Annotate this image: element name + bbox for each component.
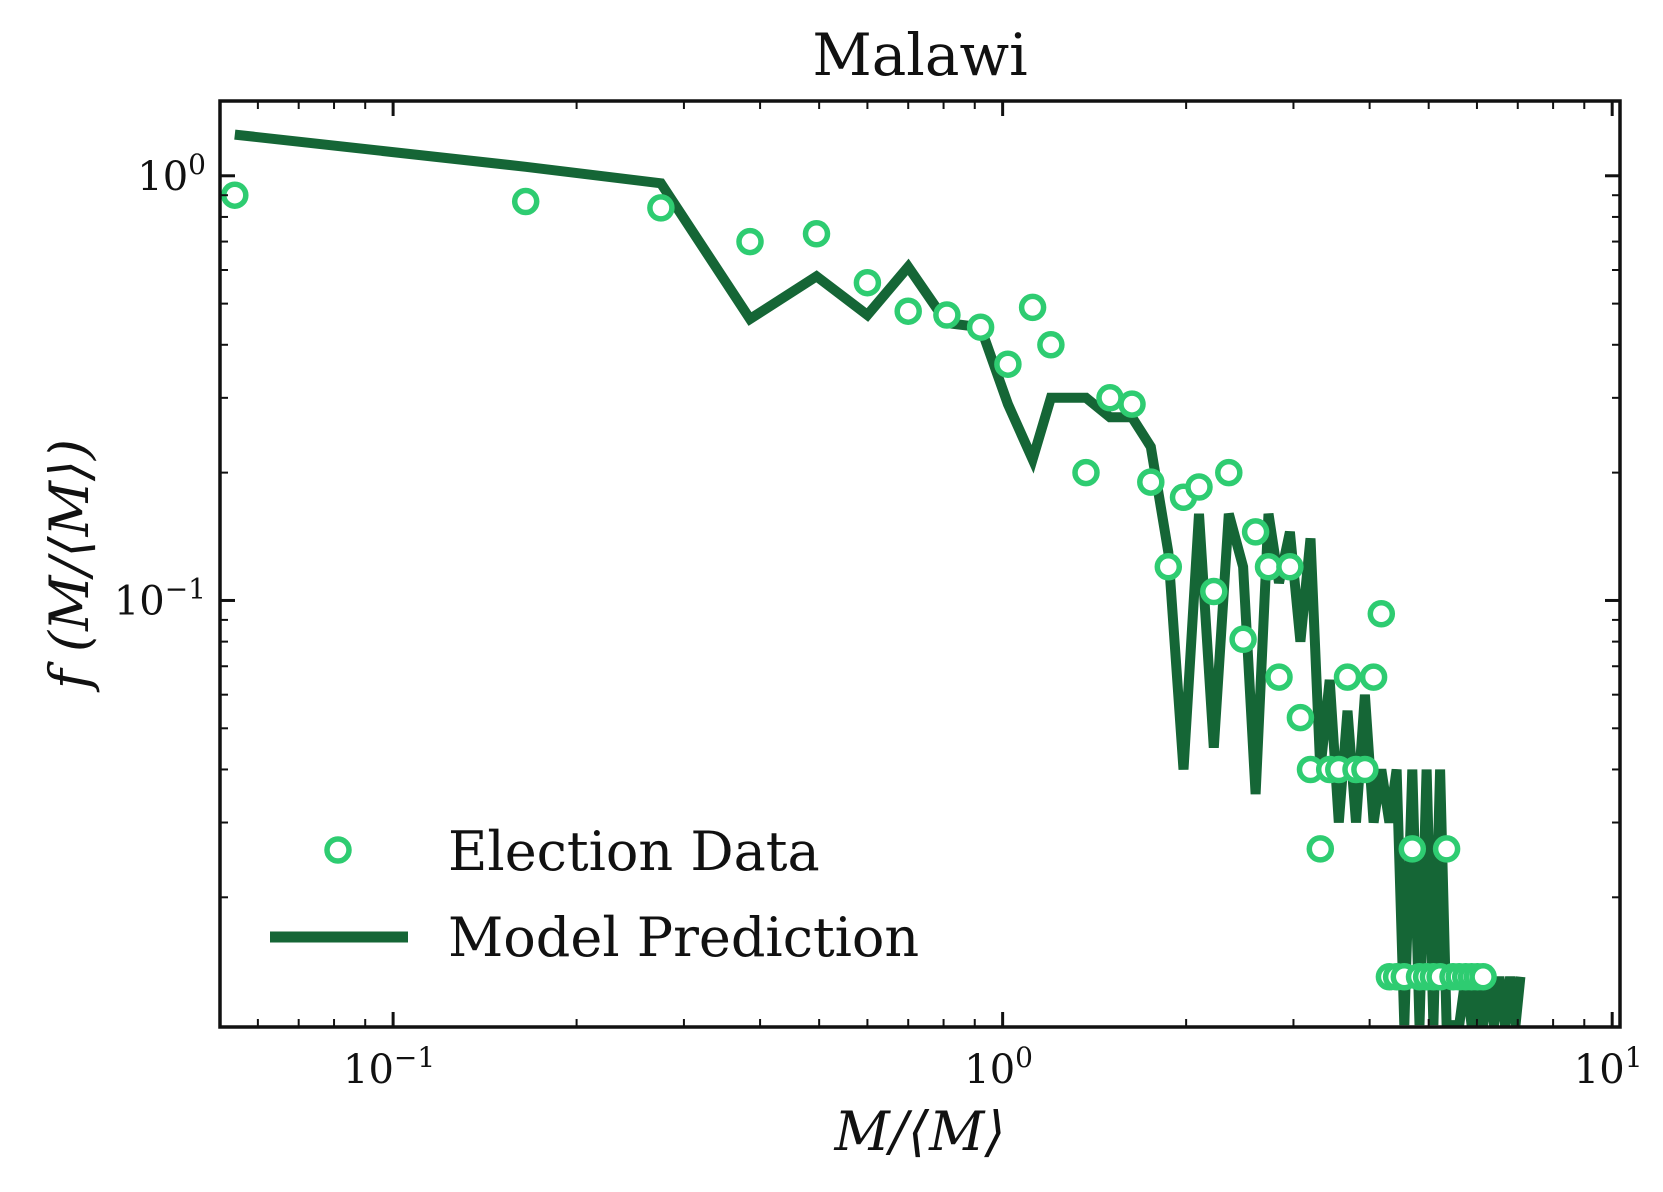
election-data-point — [1185, 473, 1213, 501]
election-data-point — [647, 194, 675, 222]
chart-title: Malawi — [812, 21, 1027, 89]
election-data-point — [1469, 963, 1497, 991]
election-data-point — [736, 227, 764, 256]
election-data-point — [994, 350, 1022, 378]
election-data-point — [1118, 390, 1146, 418]
election-data-point — [1096, 384, 1124, 412]
election-data-point — [802, 220, 831, 248]
x-tick-label: 101 — [1574, 1041, 1643, 1093]
election-data-point — [853, 268, 882, 297]
election-data-point — [1200, 577, 1228, 606]
election-data-point — [1037, 331, 1065, 359]
election-data-point — [1306, 835, 1335, 863]
election-data-point — [1286, 703, 1315, 732]
legend-label-model-prediction: Model Prediction — [448, 906, 919, 969]
election-data-point — [511, 187, 540, 216]
x-tick-label: 10−1 — [343, 1041, 435, 1093]
election-data-point — [1359, 663, 1388, 691]
y-axis-label: f (M/⟨M⟩) — [38, 439, 101, 693]
y-tick-label: 100 — [137, 148, 206, 200]
legend-label-election-data: Election Data — [448, 820, 820, 883]
x-axis-label: M/⟨M⟩ — [834, 1100, 1006, 1163]
election-data-point — [1351, 755, 1379, 784]
election-data-point — [933, 301, 961, 329]
election-data-point — [894, 297, 922, 325]
plot-area: 10−1 100 101 10−1 100 — [114, 99, 1643, 1093]
election-data-point — [966, 313, 995, 341]
election-data-point — [1215, 458, 1243, 487]
legend: Election Data Model Prediction — [270, 820, 919, 969]
x-tick-label: 100 — [964, 1041, 1033, 1093]
election-data-point — [1072, 458, 1100, 487]
y-tick-label: 10−1 — [114, 572, 206, 624]
legend-marker-election-data — [324, 836, 352, 864]
model-prediction-line — [234, 129, 1526, 1027]
election-data-point — [1018, 293, 1047, 322]
election-data-point — [1367, 600, 1396, 628]
election-data-point — [1432, 835, 1461, 863]
plot-frame — [218, 99, 1622, 1029]
election-data-point — [1137, 468, 1165, 496]
election-data-point — [1333, 663, 1362, 691]
election-data-point — [1241, 518, 1270, 546]
election-data-point — [1398, 835, 1427, 863]
election-data-point — [1276, 553, 1304, 581]
election-data-point — [1154, 553, 1183, 581]
election-data-point — [1265, 663, 1293, 691]
election-data-point — [1229, 625, 1257, 654]
